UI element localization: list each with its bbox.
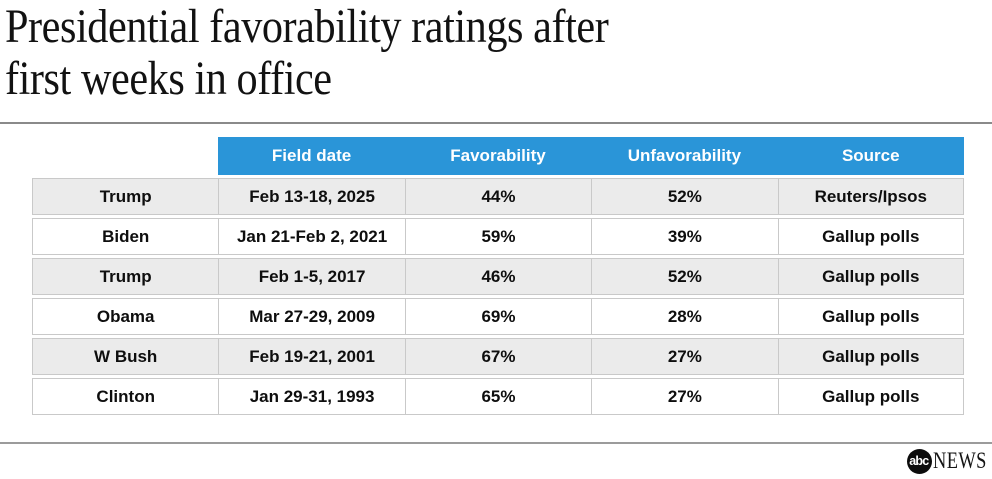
unfavorability-cell: 28% [591,298,778,335]
field-date-cell: Jan 21-Feb 2, 2021 [218,218,405,255]
favorability-cell: 67% [404,338,592,375]
president-cell: Biden [32,218,219,255]
table-row: Biden Jan 21-Feb 2, 2021 59% 39% Gallup … [32,218,964,255]
column-header-president [32,137,218,175]
column-header-field-date: Field date [218,137,405,175]
favorability-cell: 69% [404,298,592,335]
favorability-cell: 65% [404,378,592,415]
unfavorability-cell: 27% [591,378,778,415]
column-header-favorability: Favorability [404,137,592,175]
abc-logo-circle-icon: abc [906,448,932,474]
field-date-cell: Jan 29-31, 1993 [218,378,405,415]
unfavorability-cell: 39% [591,218,778,255]
president-cell: Trump [32,178,219,215]
source-cell: Gallup polls [777,218,964,255]
table-row: Trump Feb 13-18, 2025 44% 52% Reuters/Ip… [32,178,964,215]
field-date-cell: Mar 27-29, 2009 [218,298,405,335]
table-header-row: Field date Favorability Unfavorability S… [32,137,964,175]
unfavorability-cell: 27% [591,338,778,375]
title-divider [0,122,992,124]
president-cell: Trump [32,258,219,295]
favorability-cell: 59% [404,218,592,255]
field-date-cell: Feb 13-18, 2025 [218,178,405,215]
source-cell: Gallup polls [777,338,964,375]
footer-divider [0,442,992,444]
table-row: Trump Feb 1-5, 2017 46% 52% Gallup polls [32,258,964,295]
president-cell: Clinton [32,378,219,415]
column-header-unfavorability: Unfavorability [591,137,778,175]
president-cell: W Bush [32,338,219,375]
table-row: Obama Mar 27-29, 2009 69% 28% Gallup pol… [32,298,964,335]
column-header-source: Source [777,137,964,175]
president-cell: Obama [32,298,219,335]
source-cell: Reuters/Ipsos [777,178,964,215]
unfavorability-cell: 52% [591,178,778,215]
source-cell: Gallup polls [777,378,964,415]
abc-news-logo: abc NEWS [906,448,988,474]
favorability-cell: 44% [404,178,592,215]
table-row: W Bush Feb 19-21, 2001 67% 27% Gallup po… [32,338,964,375]
favorability-table: Field date Favorability Unfavorability S… [32,134,964,418]
field-date-cell: Feb 1-5, 2017 [218,258,405,295]
page-title: Presidential favorability ratings after … [5,0,609,105]
table-row: Clinton Jan 29-31, 1993 65% 27% Gallup p… [32,378,964,415]
source-cell: Gallup polls [777,298,964,335]
favorability-cell: 46% [404,258,592,295]
news-wordmark: NEWS [932,448,987,473]
unfavorability-cell: 52% [591,258,778,295]
field-date-cell: Feb 19-21, 2001 [218,338,405,375]
source-cell: Gallup polls [777,258,964,295]
